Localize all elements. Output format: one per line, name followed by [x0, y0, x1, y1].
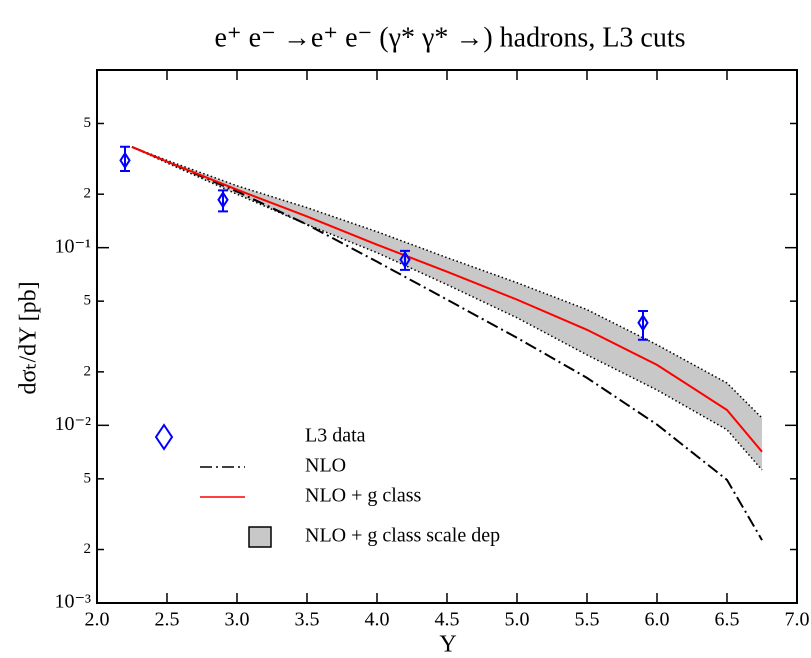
data-point — [217, 190, 229, 209]
legend-symbol — [154, 423, 174, 451]
x-tick-label: 2.5 — [155, 609, 180, 631]
band — [132, 146, 762, 470]
y-axis-label: dσₜ/dY [pb] — [16, 281, 42, 394]
x-tick-label: 7.0 — [785, 609, 810, 631]
y-tick-label: 10⁻³ — [54, 591, 91, 613]
chart-title: e⁺ e⁻ →e⁺ e⁻ (γ* γ* →) hadrons, L3 cuts — [214, 22, 685, 53]
x-tick-label: 4.5 — [435, 609, 460, 631]
x-tick-label: 3.0 — [225, 609, 250, 631]
legend-symbol — [248, 526, 272, 548]
x-tick-label: 4.0 — [365, 609, 390, 631]
line — [131, 146, 763, 453]
lines — [131, 146, 763, 541]
y-tick-label: 5 — [84, 470, 92, 486]
y-tick-label: 10⁻² — [54, 413, 91, 435]
x-tick-label: 6.0 — [645, 609, 670, 631]
y-tick-label: 5 — [84, 293, 92, 309]
y-tick-label: 2 — [84, 186, 92, 202]
x-tick-label: 3.5 — [295, 609, 320, 631]
x-tick-label: 5.5 — [575, 609, 600, 631]
data-point — [119, 151, 131, 170]
band-edge — [131, 146, 763, 419]
legend-label: NLO — [305, 455, 346, 477]
y-tick-label: 5 — [84, 115, 92, 131]
bands — [131, 146, 763, 471]
y-tick-label: 2 — [84, 363, 92, 379]
y-tick-label: 10⁻¹ — [54, 235, 91, 257]
x-tick-label: 2.0 — [85, 609, 110, 631]
x-tick-label: 6.5 — [715, 609, 740, 631]
band-edge — [131, 146, 763, 471]
legend-label: NLO + g class — [305, 485, 421, 507]
x-axis-label: Y — [439, 632, 456, 658]
data-point — [399, 250, 411, 269]
y-tick-label: 2 — [84, 541, 92, 557]
x-tick-label: 5.0 — [505, 609, 530, 631]
legend-label: L3 data — [305, 425, 366, 447]
points — [119, 145, 649, 341]
plot-frame — [96, 69, 798, 604]
line — [131, 146, 763, 541]
data-point — [637, 313, 649, 332]
legend-label: NLO + g class scale dep — [305, 525, 500, 547]
